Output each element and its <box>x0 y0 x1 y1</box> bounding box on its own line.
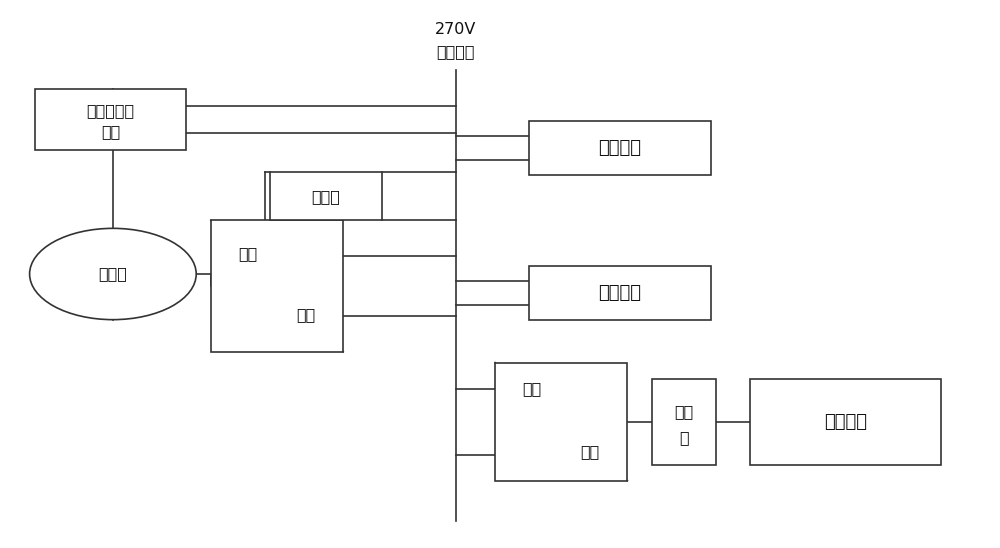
Text: 直流负载: 直流负载 <box>599 139 642 157</box>
Text: 直流: 直流 <box>523 381 542 396</box>
Bar <box>529 266 711 319</box>
Bar <box>211 220 343 352</box>
Text: 直流: 直流 <box>297 307 316 323</box>
Bar <box>270 172 382 220</box>
Text: 发电机控制: 发电机控制 <box>86 103 135 118</box>
Text: 交流: 交流 <box>581 444 600 459</box>
Text: 交流: 交流 <box>238 246 258 261</box>
Text: 发电机: 发电机 <box>98 266 127 282</box>
Text: 滤波器: 滤波器 <box>312 189 340 204</box>
Text: 器: 器 <box>679 430 689 444</box>
Circle shape <box>30 229 196 319</box>
Text: 滤波: 滤波 <box>674 404 693 419</box>
Text: 交流负载: 交流负载 <box>824 413 867 431</box>
Text: 主汇流条: 主汇流条 <box>437 44 475 59</box>
Text: 直流负载: 直流负载 <box>599 284 642 302</box>
Bar <box>529 121 711 175</box>
Bar <box>652 379 716 465</box>
Text: 单元: 单元 <box>101 124 120 139</box>
Text: 270V: 270V <box>435 22 477 37</box>
Bar <box>495 363 627 481</box>
Bar <box>34 89 186 151</box>
Bar <box>750 379 941 465</box>
